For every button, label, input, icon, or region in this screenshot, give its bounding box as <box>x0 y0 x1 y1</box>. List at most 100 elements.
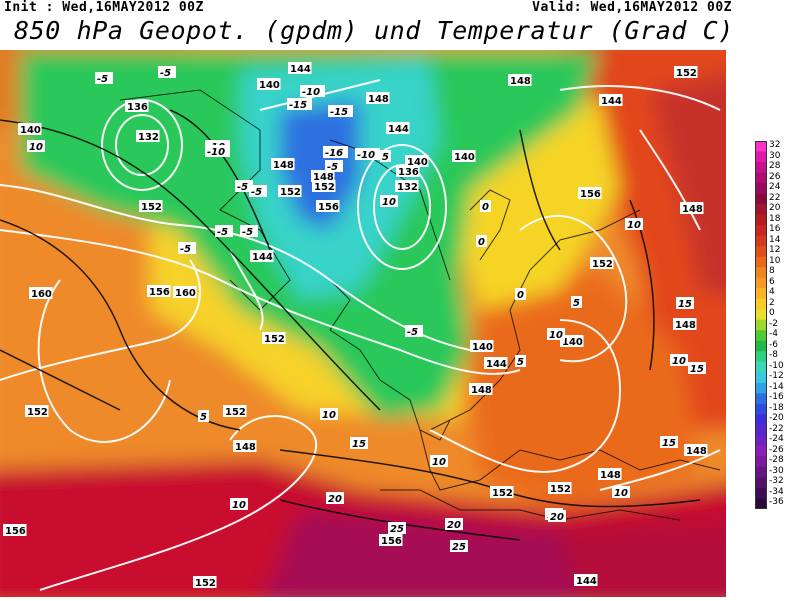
norway-coast <box>469 189 511 261</box>
color-scale-label: -20 <box>769 413 784 424</box>
color-scale-border <box>755 141 767 509</box>
weather-map <box>0 50 726 597</box>
color-scale-label: -34 <box>769 486 784 497</box>
color-scale-swatch <box>755 435 767 447</box>
color-scale-label: -12 <box>769 371 784 382</box>
color-scale-swatch <box>755 162 767 173</box>
color-scale-swatch <box>755 445 767 457</box>
color-scale-swatch <box>755 382 767 394</box>
color-scale-label: -28 <box>769 455 784 466</box>
color-scale-label: 18 <box>769 213 781 224</box>
color-scale-swatch <box>755 351 767 363</box>
contour-152-south <box>39 415 318 591</box>
color-scale-swatch <box>755 214 767 226</box>
color-scale-swatch <box>755 456 767 468</box>
blue-cold-core <box>280 100 360 230</box>
color-scale-swatch <box>755 183 767 194</box>
color-scale-swatch <box>755 466 767 478</box>
color-scale-swatch <box>755 424 767 436</box>
color-scale-label: 20 <box>769 203 781 214</box>
contour-144-north <box>559 85 721 111</box>
contour-148 <box>0 184 471 351</box>
europe-south-coast <box>419 429 721 491</box>
color-scale-label: -6 <box>769 339 778 350</box>
init-time-label: Init : Wed,16MAY2012 00Z <box>4 0 204 15</box>
color-scale-swatch <box>755 246 767 258</box>
color-scale-label: -10 <box>769 360 784 371</box>
low-contour-132 <box>115 114 169 176</box>
color-scale-label: 8 <box>769 266 775 277</box>
color-scale-label: -4 <box>769 329 778 340</box>
color-scale-label: -26 <box>769 444 784 455</box>
color-scale-label: 0 <box>769 308 775 319</box>
low-contour-136-iceland <box>357 144 447 270</box>
color-scale-swatch <box>755 288 767 300</box>
color-scale-swatch <box>755 277 767 289</box>
contour-160 <box>37 279 171 443</box>
color-scale-swatch <box>755 319 767 331</box>
color-scale-label: -36 <box>769 497 784 508</box>
color-scale-label: 14 <box>769 234 781 245</box>
color-scale-label: -22 <box>769 423 784 434</box>
color-scale-label: 30 <box>769 150 781 161</box>
color-scale-swatch <box>755 498 767 509</box>
color-scale-label: -32 <box>769 476 784 487</box>
temperature-field <box>0 50 726 597</box>
color-scale-label: 2 <box>769 297 775 308</box>
color-scale-swatch <box>755 151 767 163</box>
geopotential-contours <box>0 79 721 591</box>
color-scale-swatch <box>755 267 767 279</box>
color-scale-label: -8 <box>769 350 778 361</box>
color-scale-labels: 32 30 28 26 24 22 20 18 16 14 12 10 8 6 4 2 0 -2 -4 -6 -8 -10… <box>769 141 790 509</box>
contour-144-west <box>229 249 264 331</box>
color-scale-swatch <box>755 330 767 342</box>
color-scale-swatch <box>755 477 767 489</box>
color-scale-label: -16 <box>769 392 784 403</box>
se-dark-red <box>560 521 726 597</box>
color-scale-swatch <box>755 403 767 415</box>
valid-time-label: Valid: Wed,16MAY2012 00Z <box>532 0 732 15</box>
greenland-coast <box>119 89 291 311</box>
color-scale-label: -2 <box>769 318 778 329</box>
isotherm-0 <box>0 119 381 411</box>
color-scale-swatch <box>755 235 767 247</box>
color-scale-swatch <box>755 309 767 321</box>
color-scale-swatch <box>755 340 767 352</box>
temperature-color-scale <box>755 141 767 509</box>
color-scale-swatch <box>755 393 767 405</box>
chart-title: 850 hPa Geopot. (gpdm) und Temperatur (G… <box>14 16 734 45</box>
contour-148-europe <box>429 319 622 473</box>
isotherm-5-scandinavia <box>519 129 561 251</box>
isotherm-minus5 <box>169 109 271 251</box>
uk-coast <box>329 279 451 441</box>
color-scale-label: 24 <box>769 182 781 193</box>
africa-north-coast <box>380 489 681 521</box>
color-scale-label: 28 <box>769 161 781 172</box>
color-scale-swatch <box>755 204 767 215</box>
color-scale-label: -24 <box>769 434 784 445</box>
color-scale-swatch <box>755 172 767 184</box>
color-scale-label: 6 <box>769 276 775 287</box>
contour-156 <box>0 259 201 381</box>
far-east-dark-red <box>650 74 726 296</box>
color-scale-swatch <box>755 193 767 205</box>
color-scale-label: 10 <box>769 255 781 266</box>
color-scale-label: -14 <box>769 381 784 392</box>
scandinavia-coast <box>429 209 641 431</box>
central-europe-orange <box>470 270 700 510</box>
isotherm-10 <box>0 219 241 431</box>
sahara-magenta-area <box>265 510 594 597</box>
color-scale-label: 4 <box>769 287 775 298</box>
color-scale-swatch <box>755 361 767 373</box>
chart-header: Init : Wed,16MAY2012 00Z Valid: Wed,16MA… <box>0 0 790 48</box>
color-scale-label: 32 <box>769 140 781 150</box>
color-scale-swatch <box>755 256 767 268</box>
color-scale-label: -30 <box>769 465 784 476</box>
color-scale-label: 22 <box>769 192 781 203</box>
color-scale-swatch <box>755 487 767 499</box>
color-scale-label: -18 <box>769 402 784 413</box>
isotherm-5 <box>0 349 121 411</box>
color-scale-swatch <box>755 298 767 310</box>
contour-148-east <box>639 129 701 231</box>
color-scale-swatch <box>755 372 767 384</box>
